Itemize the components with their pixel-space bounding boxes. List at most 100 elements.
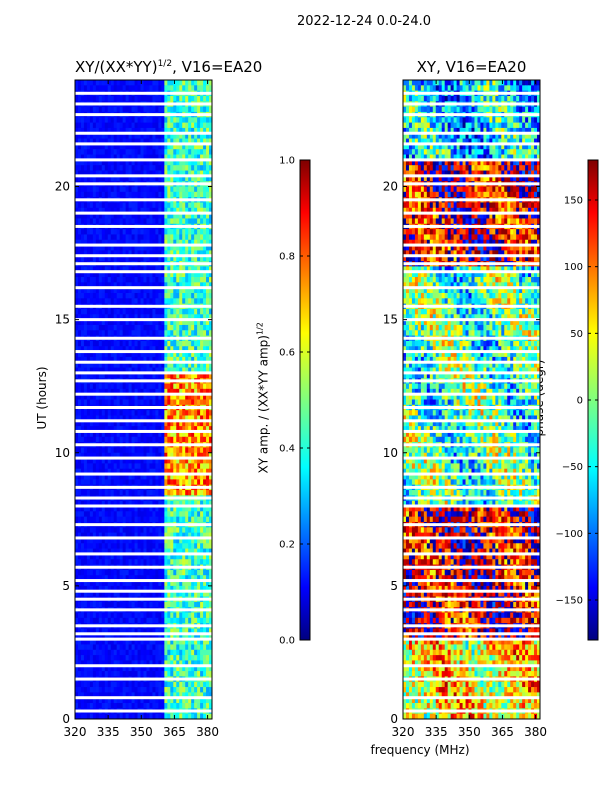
heatmap-cell bbox=[95, 537, 100, 544]
heatmap-cell bbox=[164, 143, 168, 150]
heatmap-cell bbox=[86, 479, 91, 486]
heatmap-cell bbox=[107, 452, 112, 459]
heatmap-cell bbox=[197, 479, 201, 486]
heatmap-cell bbox=[149, 527, 153, 534]
heatmap-cell bbox=[125, 601, 130, 608]
heatmap-cell bbox=[143, 250, 147, 257]
heatmap-cell bbox=[128, 468, 132, 475]
heatmap-cell bbox=[89, 314, 94, 321]
heatmap-cell bbox=[161, 490, 165, 496]
heatmap-cell bbox=[155, 346, 159, 352]
heatmap-cell bbox=[137, 165, 141, 171]
heatmap-cell bbox=[173, 282, 177, 289]
heatmap-cell bbox=[200, 186, 204, 193]
heatmap-cell bbox=[131, 628, 135, 635]
heatmap-cell bbox=[158, 149, 162, 155]
heatmap-cell bbox=[137, 324, 141, 331]
heatmap-cell bbox=[116, 426, 121, 432]
heatmap-cell bbox=[107, 394, 112, 400]
heatmap-cell bbox=[173, 234, 177, 241]
heatmap-cell bbox=[179, 245, 183, 251]
heatmap-cell bbox=[161, 287, 165, 294]
heatmap-cell bbox=[140, 122, 144, 129]
heatmap-cell bbox=[134, 559, 138, 565]
heatmap-cell bbox=[194, 324, 198, 331]
heatmap-cell bbox=[152, 170, 156, 177]
heatmap-cell bbox=[110, 468, 115, 475]
heatmap-cell bbox=[77, 159, 82, 166]
heatmap-cell bbox=[122, 633, 127, 640]
heatmap-cell bbox=[77, 527, 82, 534]
heatmap-cell bbox=[209, 80, 212, 86]
heatmap-cell bbox=[122, 277, 127, 283]
heatmap-cell bbox=[197, 149, 201, 155]
heatmap-cell bbox=[128, 362, 132, 368]
heatmap-cell bbox=[89, 639, 94, 645]
heatmap-cell bbox=[125, 633, 130, 640]
heatmap-cell bbox=[137, 468, 141, 475]
heatmap-cell bbox=[170, 298, 174, 305]
heatmap-cell bbox=[110, 426, 115, 432]
heatmap-cell bbox=[131, 399, 135, 406]
heatmap-cell bbox=[80, 548, 85, 555]
heatmap-cell bbox=[83, 229, 88, 235]
heatmap-cell bbox=[89, 293, 94, 299]
heatmap-cell bbox=[155, 537, 159, 544]
heatmap-cell bbox=[185, 436, 189, 443]
heatmap-cell bbox=[140, 117, 144, 124]
heatmap-cell bbox=[179, 95, 183, 102]
heatmap-cell bbox=[179, 218, 183, 225]
heatmap-cell bbox=[146, 649, 150, 656]
heatmap-cell bbox=[80, 436, 85, 443]
heatmap-cell bbox=[185, 287, 189, 294]
heatmap-cell bbox=[131, 394, 135, 400]
heatmap-cell bbox=[143, 468, 147, 475]
heatmap-cell bbox=[107, 282, 112, 289]
heatmap-cell bbox=[116, 255, 121, 262]
heatmap-cell bbox=[119, 239, 124, 246]
heatmap-cell bbox=[152, 186, 156, 193]
heatmap-cell bbox=[116, 410, 121, 416]
heatmap-cell bbox=[179, 138, 183, 145]
heatmap-cell bbox=[122, 543, 127, 550]
heatmap-cell bbox=[137, 458, 141, 464]
heatmap-cell bbox=[158, 340, 162, 347]
heatmap-cell bbox=[191, 207, 195, 214]
heatmap-cell bbox=[134, 234, 138, 241]
heatmap-cell bbox=[143, 367, 147, 374]
heatmap-cell bbox=[134, 415, 138, 422]
heatmap-cell bbox=[95, 175, 100, 182]
heatmap-cell bbox=[185, 601, 189, 608]
heatmap-cell bbox=[101, 431, 106, 438]
heatmap-cell bbox=[116, 277, 121, 283]
heatmap-cell bbox=[113, 213, 118, 219]
heatmap-cell bbox=[77, 95, 82, 102]
heatmap-cell bbox=[128, 388, 132, 395]
heatmap-cell bbox=[158, 575, 162, 581]
heatmap-cell bbox=[113, 463, 118, 470]
heatmap-cell bbox=[191, 463, 195, 470]
heatmap-cell bbox=[164, 553, 168, 560]
heatmap-cell bbox=[125, 420, 130, 427]
heatmap-cell bbox=[92, 410, 97, 416]
heatmap-cell bbox=[101, 293, 106, 299]
heatmap-cell bbox=[203, 314, 207, 321]
heatmap-cell bbox=[164, 356, 168, 363]
heatmap-cell bbox=[98, 511, 103, 518]
heatmap-cell bbox=[86, 559, 91, 565]
heatmap-cell bbox=[119, 569, 124, 576]
heatmap-cell bbox=[95, 122, 100, 129]
heatmap-cell bbox=[75, 415, 79, 422]
heatmap-cell bbox=[191, 356, 195, 363]
heatmap-cell bbox=[92, 591, 97, 597]
heatmap-cell bbox=[179, 410, 183, 416]
heatmap-cell bbox=[122, 106, 127, 113]
heatmap-cell bbox=[158, 330, 162, 336]
heatmap-cell bbox=[107, 474, 112, 480]
heatmap-cell bbox=[206, 367, 210, 374]
heatmap-cell bbox=[173, 202, 177, 209]
heatmap-cell bbox=[92, 479, 97, 486]
heatmap-cell bbox=[107, 362, 112, 368]
heatmap-cell bbox=[137, 362, 141, 368]
heatmap-cell bbox=[161, 394, 165, 400]
